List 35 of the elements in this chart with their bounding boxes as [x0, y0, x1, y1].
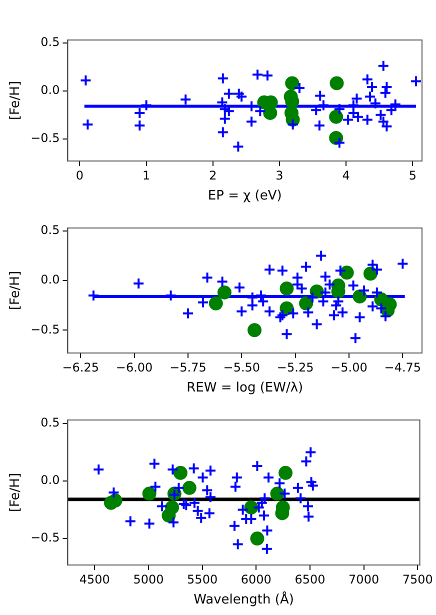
y-tick-label: −0.5	[30, 530, 60, 545]
x-tick-label: 7000	[348, 572, 380, 586]
y-tick-label: 0.5	[40, 416, 60, 430]
x-tick-label: 0	[76, 168, 84, 182]
x-tick-label: 5500	[187, 572, 218, 586]
x-tick-label: 3	[276, 168, 284, 182]
y-tick-label: −0.5	[30, 322, 60, 336]
y-tick-label: −0.5	[30, 131, 60, 146]
x-tick-label: 1	[142, 168, 150, 182]
y-tick-label: 0.5	[40, 35, 60, 50]
y-tick-label: 0.0	[40, 473, 60, 488]
y-axis-title: [Fe/H]	[8, 80, 24, 120]
x-axis-title: Wavelength (Å)	[194, 590, 294, 608]
x-tick-label: 4500	[79, 572, 110, 586]
x-tick-label: 5000	[133, 572, 164, 586]
y-tick-label: 0.0	[40, 83, 60, 98]
y-tick-label: 0.0	[40, 272, 60, 287]
y-axis-title: [Fe/H]	[8, 472, 24, 512]
x-axis-title: REW = log (EW/λ)	[186, 380, 304, 396]
x-tick-label: 5	[408, 168, 416, 182]
x-tick-label: 6000	[240, 572, 272, 586]
x-tick-label: 6500	[294, 572, 326, 586]
x-tick-label: −5.75	[170, 360, 206, 374]
x-tick-label: −4.75	[384, 360, 422, 374]
x-tick-label: −5.25	[276, 360, 314, 374]
x-axis-title: EP = χ (eV)	[208, 188, 282, 204]
x-tick-label: 2	[209, 168, 217, 182]
x-tick-label: −5.00	[330, 360, 368, 374]
x-tick-label: −6.00	[116, 360, 153, 374]
x-tick-label: 4	[342, 168, 350, 182]
x-tick-label: −5.50	[223, 360, 260, 374]
x-tick-label: −6.25	[62, 360, 100, 374]
x-tick-label: 7500	[402, 572, 433, 586]
y-tick-label: 0.5	[40, 223, 60, 238]
y-axis-title: [Fe/H]	[8, 270, 24, 310]
